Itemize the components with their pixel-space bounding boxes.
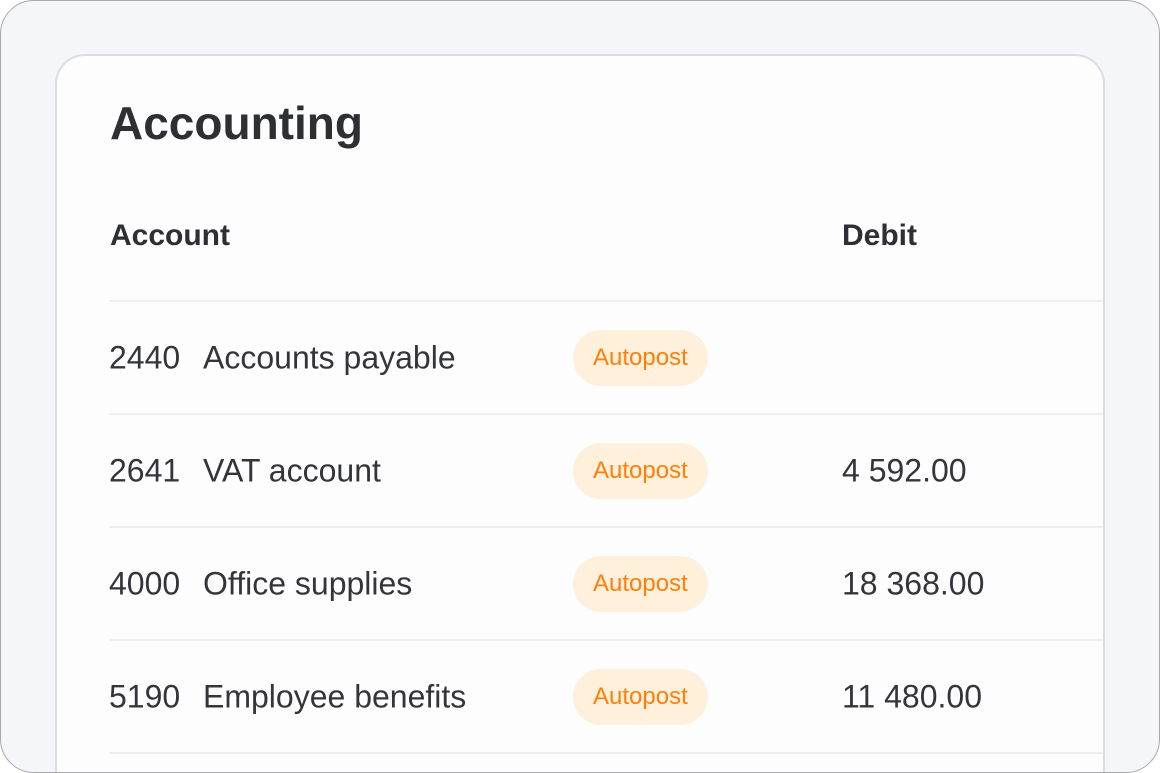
column-header-account: Account bbox=[110, 219, 230, 252]
autopost-badge: Autopost bbox=[573, 555, 708, 612]
accounting-card: Accounting Account Debit 2440 Accounts p… bbox=[55, 54, 1105, 772]
account-name: Office supplies bbox=[203, 565, 413, 601]
page-title: Accounting bbox=[110, 97, 363, 149]
table-row[interactable]: 4000 Office supplies Autopost 18 368.00 bbox=[109, 528, 1103, 639]
debit-amount: 11 480.00 bbox=[842, 678, 982, 714]
account-number: 2440 bbox=[109, 339, 181, 375]
account-name: Accounts payable bbox=[203, 339, 456, 375]
debit-amount: 4 592.00 bbox=[842, 452, 967, 488]
table-row[interactable]: 2440 Accounts payable Autopost bbox=[109, 302, 1103, 413]
autopost-badge: Autopost bbox=[573, 668, 708, 725]
account-number: 2641 bbox=[109, 452, 181, 488]
table-row[interactable]: 2641 VAT account Autopost 4 592.00 bbox=[109, 415, 1103, 526]
divider bbox=[109, 300, 1103, 302]
account-number: 4000 bbox=[109, 565, 181, 601]
autopost-badge: Autopost bbox=[573, 442, 708, 499]
autopost-badge: Autopost bbox=[573, 329, 708, 386]
account-number: 5190 bbox=[109, 678, 181, 714]
divider bbox=[109, 639, 1103, 641]
debit-amount: 18 368.00 bbox=[842, 565, 985, 601]
table-row[interactable]: 5190 Employee benefits Autopost 11 480.0… bbox=[109, 641, 1103, 752]
divider bbox=[109, 526, 1103, 528]
account-name: Employee benefits bbox=[203, 678, 467, 714]
divider bbox=[109, 413, 1103, 415]
divider bbox=[109, 752, 1103, 754]
account-name: VAT account bbox=[203, 452, 381, 488]
column-header-debit: Debit bbox=[842, 219, 917, 252]
